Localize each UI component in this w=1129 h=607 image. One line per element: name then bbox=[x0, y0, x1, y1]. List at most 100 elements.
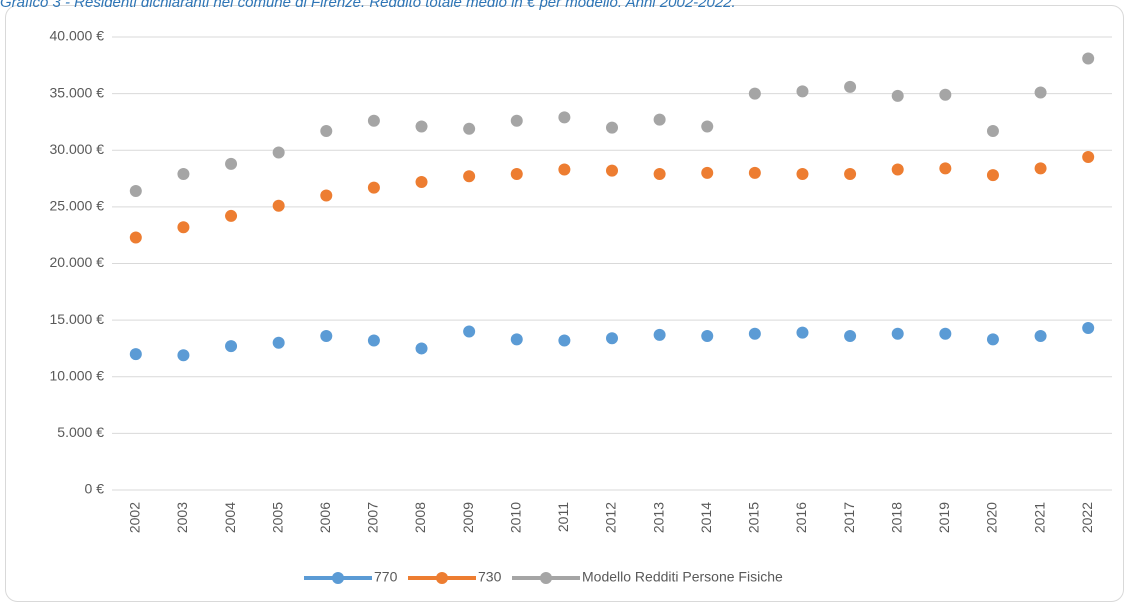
x-tick-label: 2002 bbox=[127, 502, 143, 533]
legend-marker bbox=[332, 572, 344, 584]
y-tick-label: 30.000 € bbox=[50, 141, 105, 157]
marker bbox=[939, 162, 952, 175]
x-tick-label: 2020 bbox=[984, 502, 1000, 533]
marker bbox=[986, 169, 999, 182]
marker bbox=[558, 111, 571, 124]
y-tick-label: 35.000 € bbox=[50, 84, 105, 100]
marker bbox=[320, 189, 333, 202]
marker bbox=[796, 85, 809, 98]
marker bbox=[939, 88, 952, 101]
marker bbox=[225, 157, 238, 170]
x-tick-label: 2005 bbox=[269, 502, 285, 533]
marker bbox=[606, 332, 618, 345]
marker bbox=[891, 327, 904, 340]
marker bbox=[796, 168, 809, 181]
chart-frame bbox=[5, 5, 1124, 602]
y-tick-label: 0 € bbox=[85, 481, 105, 497]
x-tick-label: 2021 bbox=[1031, 502, 1047, 533]
marker bbox=[558, 334, 571, 347]
x-tick-label: 2006 bbox=[317, 502, 333, 533]
marker bbox=[748, 327, 761, 340]
marker bbox=[653, 168, 666, 181]
y-tick-label: 25.000 € bbox=[50, 198, 105, 214]
y-tick-label: 10.000 € bbox=[50, 367, 105, 383]
marker bbox=[510, 168, 523, 181]
marker bbox=[606, 121, 618, 134]
legend-label: 730 bbox=[478, 569, 502, 585]
marker bbox=[129, 348, 142, 361]
marker bbox=[748, 166, 761, 179]
marker bbox=[1034, 162, 1047, 175]
marker bbox=[463, 325, 476, 338]
marker bbox=[510, 333, 523, 346]
y-tick-label: 40.000 € bbox=[50, 28, 105, 44]
marker bbox=[510, 114, 523, 127]
marker bbox=[177, 349, 190, 362]
x-tick-label: 2018 bbox=[888, 502, 904, 533]
x-tick-label: 2011 bbox=[555, 502, 571, 532]
marker bbox=[415, 175, 428, 188]
x-tick-label: 2008 bbox=[412, 502, 428, 533]
marker bbox=[1034, 329, 1047, 342]
marker bbox=[701, 329, 714, 342]
x-tick-label: 2016 bbox=[793, 502, 809, 533]
marker bbox=[701, 166, 714, 179]
marker bbox=[748, 87, 761, 100]
marker bbox=[891, 89, 904, 102]
marker bbox=[272, 146, 285, 159]
marker bbox=[463, 170, 476, 183]
legend-label: 770 bbox=[374, 569, 398, 585]
marker bbox=[367, 114, 380, 127]
marker bbox=[1082, 52, 1095, 65]
marker bbox=[225, 340, 238, 353]
marker bbox=[653, 113, 666, 126]
x-tick-label: 2013 bbox=[650, 502, 666, 533]
x-tick-label: 2012 bbox=[603, 502, 619, 533]
marker bbox=[129, 231, 142, 244]
marker bbox=[653, 328, 666, 341]
marker bbox=[986, 333, 999, 346]
y-tick-label: 5.000 € bbox=[57, 424, 104, 440]
marker bbox=[891, 163, 904, 176]
y-tick-label: 15.000 € bbox=[50, 311, 105, 327]
x-tick-label: 2015 bbox=[746, 502, 762, 533]
chart-title: Grafico 3 - Residenti dichiaranti nel co… bbox=[0, 0, 736, 11]
marker bbox=[939, 327, 952, 340]
x-tick-label: 2019 bbox=[936, 502, 952, 533]
marker bbox=[225, 209, 238, 222]
x-tick-label: 2022 bbox=[1079, 502, 1095, 533]
marker bbox=[844, 80, 857, 93]
x-tick-label: 2004 bbox=[222, 502, 238, 533]
legend-marker bbox=[436, 572, 448, 584]
marker bbox=[844, 168, 857, 181]
x-tick-label: 2010 bbox=[507, 502, 523, 533]
marker bbox=[272, 336, 285, 349]
marker bbox=[367, 334, 380, 347]
marker bbox=[320, 124, 333, 137]
marker bbox=[367, 181, 380, 194]
marker bbox=[844, 329, 857, 342]
x-tick-label: 2014 bbox=[698, 502, 714, 533]
legend-marker bbox=[540, 572, 552, 584]
marker bbox=[177, 168, 190, 181]
marker bbox=[558, 163, 571, 176]
marker bbox=[272, 199, 285, 212]
x-tick-label: 2017 bbox=[841, 502, 857, 533]
legend-label: Modello Redditi Persone Fisiche bbox=[582, 569, 783, 585]
x-tick-label: 2007 bbox=[365, 502, 381, 533]
marker bbox=[701, 120, 714, 133]
marker bbox=[463, 122, 476, 135]
marker bbox=[177, 221, 190, 234]
marker bbox=[1082, 151, 1095, 164]
marker bbox=[606, 164, 618, 177]
marker bbox=[320, 329, 333, 342]
y-tick-label: 20.000 € bbox=[50, 254, 105, 270]
x-tick-label: 2003 bbox=[174, 502, 190, 533]
marker bbox=[986, 124, 999, 137]
marker bbox=[415, 342, 428, 355]
marker bbox=[796, 326, 809, 339]
marker bbox=[1034, 86, 1047, 99]
x-tick-label: 2009 bbox=[460, 502, 476, 533]
marker bbox=[415, 120, 428, 133]
